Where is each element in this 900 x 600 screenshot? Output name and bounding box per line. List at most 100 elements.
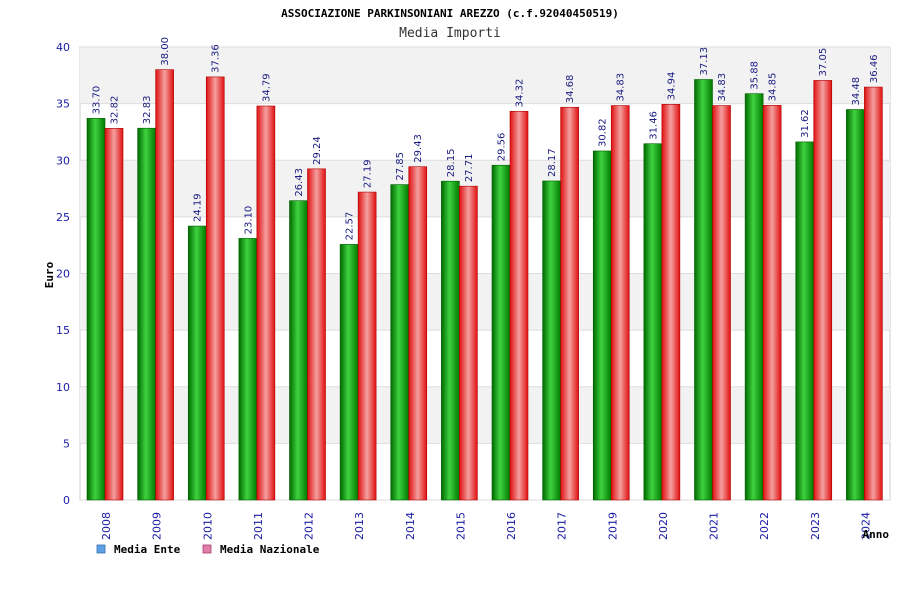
bar-value-label: 26.43 <box>294 168 305 197</box>
bar-value-label: 34.48 <box>851 77 862 106</box>
bar-value-label: 32.83 <box>142 96 153 125</box>
bar <box>661 104 681 501</box>
bar-value-label: 31.46 <box>648 111 659 140</box>
bar <box>441 180 460 501</box>
bar <box>390 184 410 501</box>
bar <box>307 168 326 501</box>
y-tick-label: 40 <box>56 41 70 54</box>
y-tick-label: 15 <box>56 324 70 337</box>
bar-value-label: 29.56 <box>497 133 508 162</box>
x-tick-label: 2023 <box>809 512 822 540</box>
bar-value-label: 38.00 <box>160 37 171 66</box>
bar <box>459 185 478 501</box>
bar-value-label: 31.62 <box>800 109 811 138</box>
bar <box>846 109 865 501</box>
bar-value-label: 34.83 <box>717 73 728 102</box>
y-axis-ticks: 0 5 10 15 20 25 30 35 40 <box>56 41 70 507</box>
bars <box>86 69 883 501</box>
x-tick-label: 2019 <box>606 512 619 540</box>
x-tick-label: 2024 <box>859 512 872 540</box>
value-labels: 33.70 32.82 32.83 38.00 24.19 37.36 23.10 34.79… <box>92 37 880 240</box>
bar-value-label: 34.68 <box>565 75 576 104</box>
bar-value-label: 24.19 <box>193 193 204 222</box>
legend: Media Ente Media Nazionale <box>96 543 320 556</box>
bar-value-label: 27.19 <box>363 159 374 188</box>
bar-value-label: 27.71 <box>464 154 475 183</box>
x-tick-label: 2020 <box>657 512 670 540</box>
bar-value-label: 35.88 <box>750 61 761 90</box>
bar <box>610 105 630 501</box>
bar-value-label: 28.17 <box>547 148 558 177</box>
bar <box>509 111 529 501</box>
chart-subtitle: Media Importi <box>399 26 501 41</box>
legend-swatch-media-nazionale <box>202 544 212 554</box>
bar-value-label: 22.57 <box>345 212 356 241</box>
bar <box>137 127 156 501</box>
bar-value-label: 34.83 <box>616 73 627 102</box>
bar-value-label: 37.13 <box>699 47 710 76</box>
y-tick-label: 35 <box>56 98 70 111</box>
bar <box>238 238 258 501</box>
x-tick-label: 2011 <box>252 512 265 540</box>
x-tick-label: 2014 <box>404 512 417 540</box>
bar <box>744 93 764 501</box>
bar <box>542 180 561 501</box>
bar <box>560 106 579 501</box>
bar-value-label: 30.82 <box>598 118 609 147</box>
bar-value-label: 28.15 <box>446 149 457 178</box>
bar <box>86 118 106 501</box>
bar <box>694 79 713 501</box>
y-tick-label: 10 <box>56 381 70 394</box>
bar-value-label: 32.82 <box>110 96 121 125</box>
bar <box>289 200 308 501</box>
legend-swatch-media-ente <box>96 544 106 554</box>
bar-value-label: 36.46 <box>869 54 880 83</box>
x-tick-label: 2009 <box>151 512 164 540</box>
bar <box>205 76 225 501</box>
y-tick-label: 5 <box>63 437 70 450</box>
bar-value-label: 34.32 <box>515 79 526 108</box>
bar <box>643 143 663 501</box>
x-tick-label: 2022 <box>758 512 771 540</box>
y-axis-title: Euro <box>43 261 56 288</box>
bar-value-label: 33.70 <box>92 86 103 115</box>
y-tick-label: 0 <box>63 494 70 507</box>
bar <box>592 150 612 501</box>
x-axis-title: Anno <box>863 528 890 541</box>
bar-value-label: 29.43 <box>413 134 424 163</box>
y-tick-label: 20 <box>56 268 70 281</box>
bar <box>339 244 359 501</box>
bar <box>795 141 815 501</box>
x-axis-ticks: 2008 2009 2010 2011 2012 2013 2014 2015 2016 2017… <box>100 512 872 540</box>
bar <box>491 164 511 501</box>
bar <box>357 191 377 501</box>
bar-value-label: 23.10 <box>243 206 254 235</box>
y-tick-label: 25 <box>56 211 70 224</box>
x-tick-label: 2021 <box>708 512 721 540</box>
legend-label-media-nazionale: Media Nazionale <box>220 543 320 556</box>
bar <box>762 105 782 501</box>
bar-value-label: 29.24 <box>312 136 323 165</box>
bar-value-label: 34.85 <box>768 73 779 102</box>
bar-value-label: 37.36 <box>211 44 222 73</box>
x-tick-label: 2013 <box>353 512 366 540</box>
bar <box>104 128 124 501</box>
bar <box>864 86 883 501</box>
bar <box>712 105 731 501</box>
x-tick-label: 2015 <box>454 512 467 540</box>
legend-label-media-ente: Media Ente <box>114 543 181 556</box>
x-tick-label: 2008 <box>100 512 113 540</box>
bar <box>187 225 207 501</box>
chart-title: ASSOCIAZIONE PARKINSONIANI AREZZO (c.f.9… <box>281 7 619 20</box>
x-tick-label: 2010 <box>201 512 214 540</box>
x-tick-label: 2012 <box>303 512 316 540</box>
bar <box>408 166 428 501</box>
bar-value-label: 34.79 <box>261 73 272 102</box>
bar-value-label: 37.05 <box>818 48 829 77</box>
bar-value-label: 27.85 <box>395 152 406 181</box>
bar-value-label: 34.94 <box>666 72 677 101</box>
x-tick-label: 2016 <box>505 512 518 540</box>
y-tick-label: 30 <box>56 154 70 167</box>
bar <box>813 80 833 501</box>
